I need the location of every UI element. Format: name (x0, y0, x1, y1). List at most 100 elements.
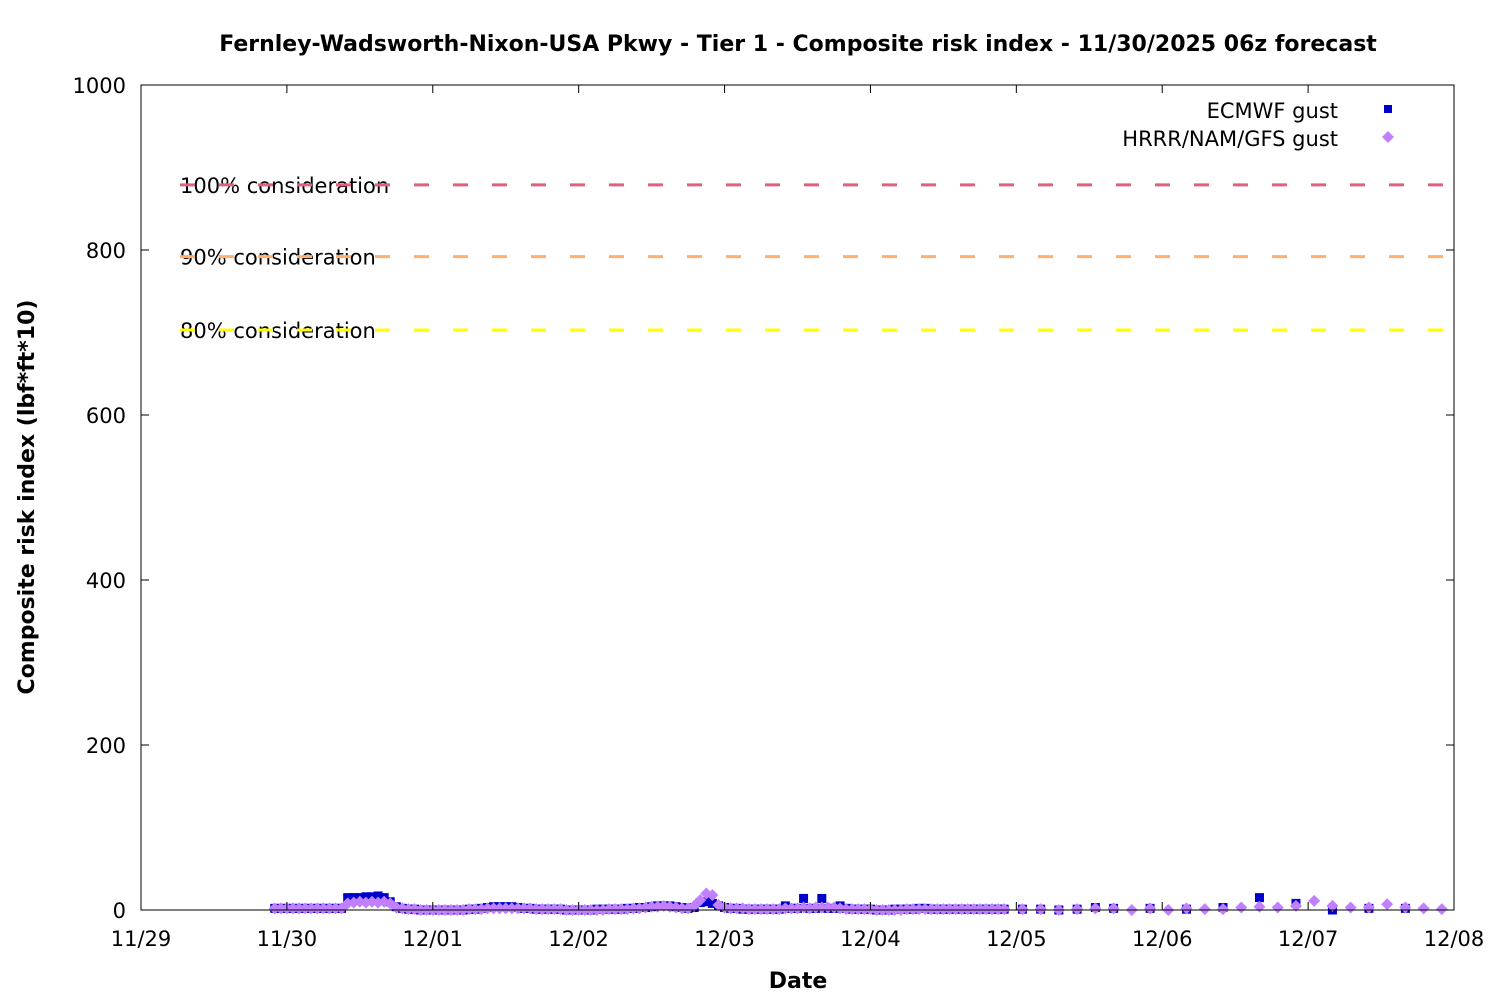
x-tick-label: 11/29 (111, 927, 172, 951)
hrrr-point (469, 903, 482, 916)
legend: ECMWF gust HRRR/NAM/GFS gust (1122, 99, 1394, 151)
hrrr-point (748, 903, 761, 916)
hrrr-point (1381, 898, 1394, 911)
data-layer (268, 887, 1448, 916)
hrrr-point (1417, 902, 1430, 915)
hrrr-point (1089, 902, 1102, 915)
chart-title: Fernley-Wadsworth-Nixon-USA Pkwy - Tier … (219, 32, 1377, 57)
hrrr-point (274, 902, 287, 915)
hrrr-point (821, 901, 834, 914)
hrrr-point (305, 902, 318, 915)
hrrr-point (1217, 903, 1230, 916)
hrrr-point (536, 903, 549, 916)
hrrr-point (925, 903, 938, 916)
hrrr-point (979, 903, 992, 916)
hrrr-point (323, 902, 336, 915)
hrrr-point (724, 902, 737, 915)
hrrr-point (1326, 899, 1339, 912)
legend-marker-ecmwf (1384, 105, 1392, 113)
hrrr-point (1180, 902, 1193, 915)
x-tick-label: 12/02 (548, 927, 609, 951)
hrrr-point (1016, 903, 1029, 916)
y-tick-label: 800 (86, 239, 126, 263)
hrrr-point (986, 903, 999, 916)
hrrr-point (943, 903, 956, 916)
hrrr-point (481, 902, 494, 915)
hrrr-point (973, 903, 986, 916)
hrrr-point (511, 902, 524, 915)
y-axis-label: Composite risk index (lbf*ft*10) (15, 300, 40, 695)
hrrr-point (268, 902, 281, 915)
hrrr-point (761, 903, 774, 916)
hrrr-point (767, 903, 780, 916)
hrrr-point (949, 903, 962, 916)
hrrr-point (809, 901, 822, 914)
hrrr-point (542, 903, 555, 916)
hrrr-point (299, 902, 312, 915)
y-tick-label: 0 (113, 899, 126, 923)
y-tick-label: 200 (86, 734, 126, 758)
hrrr-point (548, 903, 561, 916)
hrrr-point (931, 903, 944, 916)
hrrr-point (961, 903, 974, 916)
plot-frame (140, 84, 1455, 911)
x-tick-label: 12/05 (986, 927, 1047, 951)
hrrr-point (1399, 901, 1412, 914)
hrrr-point (900, 903, 913, 916)
hrrr-point (815, 901, 828, 914)
hrrr-point (676, 902, 689, 915)
y-tick-label: 1000 (73, 74, 126, 98)
hrrr-point (992, 903, 1005, 916)
hrrr-point (852, 903, 865, 916)
hrrr-point (1034, 903, 1047, 916)
hrrr-point (955, 903, 968, 916)
hrrr-point (627, 902, 640, 915)
hrrr-point (609, 903, 622, 916)
ecmwf-point (1254, 893, 1264, 903)
y-tick-label: 600 (86, 404, 126, 428)
hrrr-point (694, 894, 707, 907)
hrrr-point (846, 903, 859, 916)
hrrr-point (998, 903, 1011, 916)
hrrr-point (1289, 899, 1302, 912)
hrrr-point (706, 889, 719, 902)
hrrr-point (286, 902, 299, 915)
x-tick-label: 12/04 (840, 927, 901, 951)
hrrr-point (493, 902, 506, 915)
hrrr-point (1253, 900, 1266, 913)
legend-label-hrrr: HRRR/NAM/GFS gust (1122, 127, 1338, 151)
hrrr-point (1107, 902, 1120, 915)
hrrr-point (779, 902, 792, 915)
hrrr-point (1435, 903, 1448, 916)
hrrr-point (742, 903, 755, 916)
hrrr-point (1071, 903, 1084, 916)
hrrr-point (517, 902, 530, 915)
tick-layer: 11/29 11/30 12/01 12/02 12/03 12/04 12/05 12/06… (73, 74, 1485, 951)
x-tick-label: 12/07 (1278, 927, 1339, 951)
hrrr-point (937, 903, 950, 916)
x-tick-label: 11/30 (257, 927, 318, 951)
ecmwf-point (373, 891, 383, 901)
x-tick-label: 12/08 (1424, 927, 1485, 951)
hrrr-point (402, 903, 415, 916)
legend-label-ecmwf: ECMWF gust (1207, 99, 1338, 123)
hrrr-point (1362, 901, 1375, 914)
hrrr-point (317, 902, 330, 915)
legend-marker-hrrr (1382, 131, 1394, 143)
hrrr-point (499, 902, 512, 915)
ecmwf-point (817, 893, 827, 903)
x-tick-label: 12/03 (694, 927, 755, 951)
ecmwf-point (707, 898, 717, 908)
threshold-label: 100% consideration (180, 174, 389, 198)
hrrr-point (919, 903, 932, 916)
y-tick-label: 400 (86, 569, 126, 593)
ecmwf-point (799, 893, 809, 903)
hrrr-point (463, 903, 476, 916)
hrrr-point (1344, 901, 1357, 914)
hrrr-point (487, 902, 500, 915)
hrrr-point (603, 903, 616, 916)
hrrr-point (1144, 902, 1157, 915)
hrrr-point (858, 903, 871, 916)
